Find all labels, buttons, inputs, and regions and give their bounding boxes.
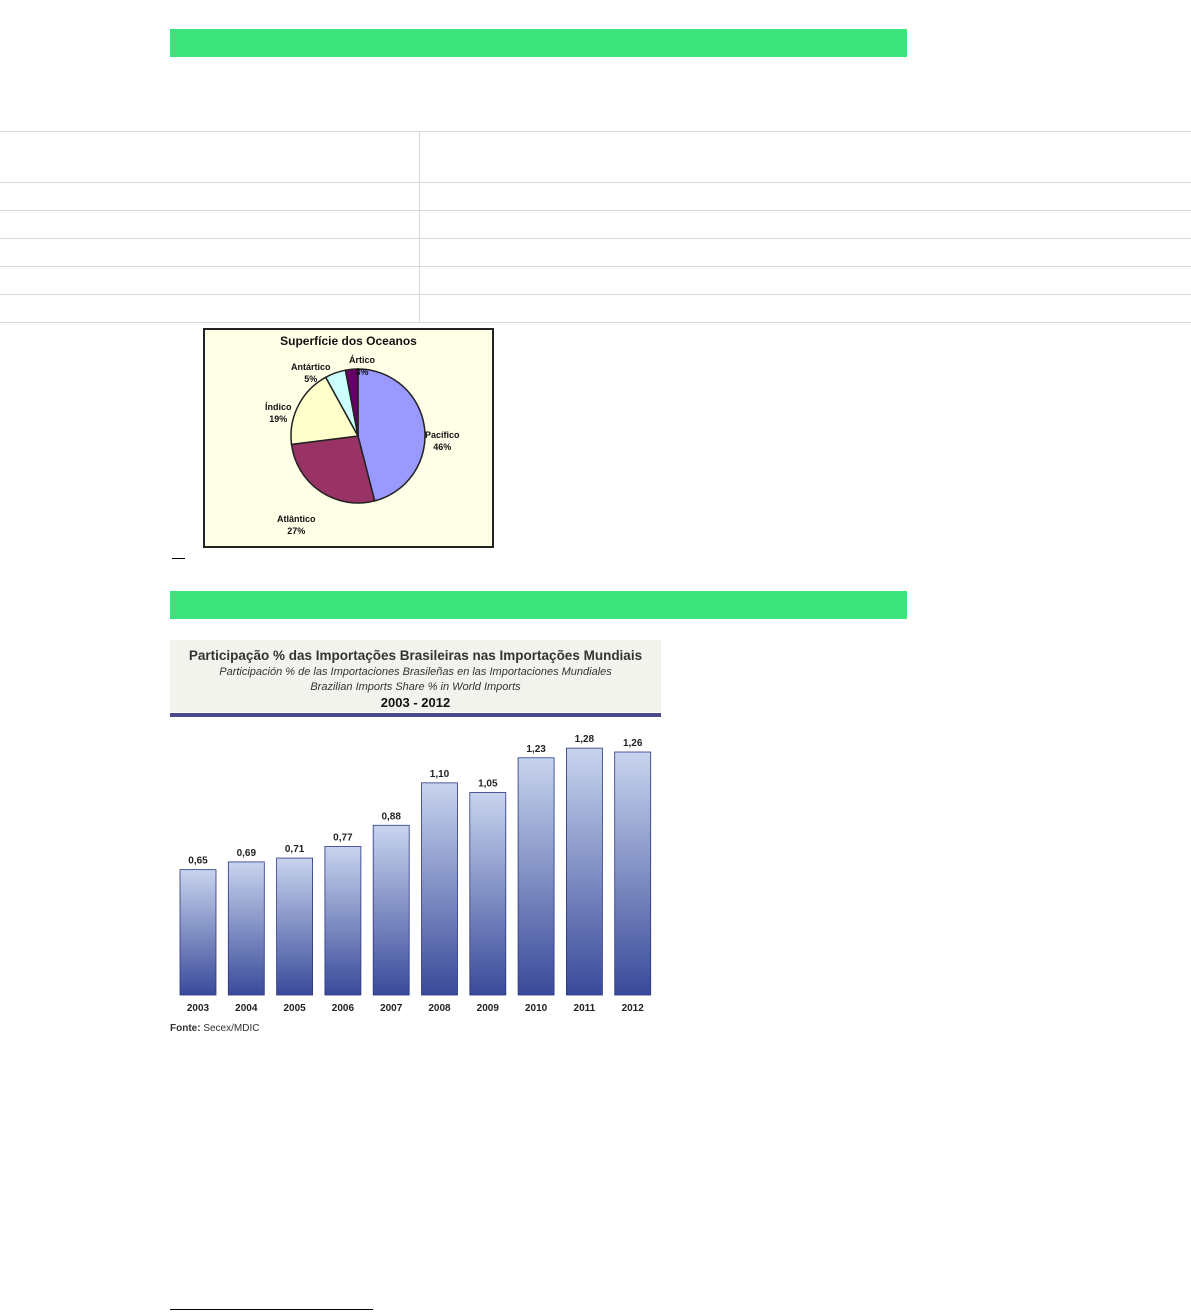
- chart-period: 2003 - 2012: [380, 695, 451, 710]
- pie-label-name: Pacífico: [425, 430, 460, 440]
- chart-header-rule: [170, 713, 661, 717]
- pie-label-name: Atlântico: [277, 514, 316, 524]
- data-table: [0, 131, 1191, 323]
- table-cell: [0, 267, 420, 294]
- bar-2011: [565, 747, 603, 996]
- bar-2010: [517, 757, 555, 996]
- table-cell: [420, 211, 1191, 238]
- section-header-band: [170, 29, 907, 57]
- table-row: [0, 239, 1191, 267]
- bar-plot: 0,65 2003 0,69 2004 0,71 2005 0,77 2006 0,88 2007…: [179, 734, 652, 1014]
- bar-value-label: 1,05: [478, 779, 498, 790]
- x-tick-label: 2007: [380, 1003, 403, 1014]
- pie-label-name: Ártico: [349, 355, 376, 365]
- pie-slice-atlântico: [290, 435, 376, 504]
- section-header-band: [170, 591, 907, 619]
- source-text: Secex/MDIC: [203, 1023, 260, 1034]
- table-cell: [0, 211, 420, 238]
- pie-label-value: 5%: [304, 374, 318, 384]
- pie-label-atlantico: Atlântico 27%: [277, 513, 316, 537]
- x-tick-label: 2008: [428, 1003, 451, 1014]
- chart-subtitle-es: Participación % de las Importaciones Bra…: [219, 666, 612, 678]
- pie-slice-índico: [290, 376, 360, 446]
- pie-label-value: 27%: [287, 526, 306, 536]
- table-row: [0, 183, 1191, 211]
- table-cell: [420, 183, 1191, 210]
- bar-value-label: 1,10: [430, 769, 450, 780]
- pie-label-antartico: Antártico 5%: [291, 361, 331, 385]
- bar-value-label: 0,69: [237, 848, 257, 859]
- x-tick-label: 2012: [622, 1003, 645, 1014]
- bar-2008: [421, 782, 458, 996]
- table-cell: [0, 183, 420, 210]
- x-tick-label: 2005: [283, 1003, 306, 1014]
- short-rule: [172, 558, 185, 559]
- x-tick-label: 2009: [477, 1003, 500, 1014]
- chart-subtitle-en: Brazilian Imports Share % in World Impor…: [310, 681, 521, 693]
- imports-share-bar-chart: Participação % das Importações Brasileir…: [170, 640, 661, 1040]
- bar-value-label: 0,88: [381, 811, 401, 822]
- table-row: [0, 211, 1191, 239]
- pie-label-name: Antártico: [291, 362, 331, 372]
- pie-label-indico: Índico 19%: [265, 401, 292, 425]
- chart-title: Participação % das Importações Brasileir…: [188, 648, 643, 663]
- table-cell: [420, 295, 1191, 322]
- bar-2009: [469, 792, 507, 996]
- bar-2003: [179, 869, 217, 996]
- x-tick-label: 2010: [525, 1003, 548, 1014]
- pie-label-value: 3%: [355, 367, 369, 377]
- table-cell: [0, 295, 420, 322]
- pie-plot: [290, 368, 426, 504]
- bar-value-label: 1,28: [575, 734, 595, 745]
- bar-value-label: 1,26: [623, 738, 643, 749]
- bar-2005: [276, 857, 313, 996]
- bar-value-label: 0,71: [285, 844, 305, 855]
- ocean-surface-pie-chart: Superfície dos Oceanos Pacífico 46% Atlâ…: [203, 328, 494, 548]
- bar-value-label: 1,23: [526, 744, 546, 755]
- table-row: [0, 295, 1191, 323]
- table-row: [0, 267, 1191, 295]
- table-cell: [420, 239, 1191, 266]
- table-header-row: [0, 132, 1191, 183]
- x-tick-label: 2006: [332, 1003, 355, 1014]
- chart-source: Fonte: Secex/MDIC: [170, 1023, 259, 1034]
- pie-chart-title: Superfície dos Oceanos: [280, 334, 417, 348]
- bar-value-label: 0,65: [188, 856, 208, 867]
- pie-label-value: 19%: [269, 414, 288, 424]
- pie-label-name: Índico: [265, 402, 292, 412]
- source-label: Fonte:: [170, 1023, 201, 1034]
- table-cell: [0, 239, 420, 266]
- table-cell: [0, 132, 420, 182]
- bar-2004: [227, 861, 265, 996]
- table-cell: [420, 132, 1191, 182]
- pie-label-value: 46%: [433, 442, 452, 452]
- bar-2006: [324, 846, 362, 996]
- pie-label-artico: Ártico 3%: [349, 354, 375, 378]
- pie-label-pacifico: Pacífico 46%: [425, 429, 460, 453]
- x-tick-label: 2004: [235, 1003, 258, 1014]
- x-tick-label: 2011: [574, 1003, 596, 1014]
- x-tick-label: 2003: [187, 1003, 210, 1014]
- bar-2007: [372, 824, 410, 996]
- bar-value-label: 0,77: [333, 833, 353, 844]
- table-cell: [420, 267, 1191, 294]
- pie-slice-ártico: [344, 368, 359, 437]
- footnote-separator: [170, 1309, 373, 1310]
- chart-header: [170, 640, 661, 712]
- pie-slice-pacífico: [357, 368, 426, 502]
- bar-2012: [614, 751, 652, 996]
